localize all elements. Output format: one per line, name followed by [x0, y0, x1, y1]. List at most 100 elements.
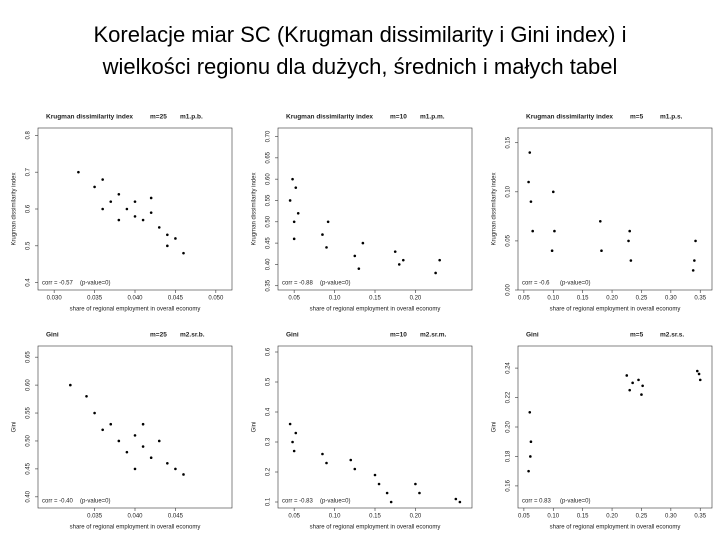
point	[93, 185, 96, 189]
chart-code: m2.sr.b.	[180, 332, 205, 339]
point	[434, 271, 437, 275]
chart-subtitle: m=25	[150, 332, 167, 339]
y-tick-label: 0.4	[26, 278, 32, 287]
y-tick-label: 0.18	[506, 450, 512, 462]
y-tick-label: 0.5	[266, 377, 272, 386]
point	[292, 449, 296, 453]
x-tick-label: 0.15	[577, 514, 589, 520]
point	[693, 259, 696, 262]
y-tick-label: 0.55	[266, 194, 272, 206]
point	[527, 180, 530, 184]
y-tick-label: 0.65	[266, 151, 272, 163]
y-tick-label: 0.45	[26, 462, 32, 474]
x-tick-label: 0.25	[636, 514, 648, 520]
x-tick-label: 0.15	[577, 296, 589, 302]
point	[321, 233, 324, 236]
y-tick-label: 0.5	[26, 241, 32, 250]
x-axis-label: share of regional employment in overall …	[70, 307, 201, 313]
y-tick-label: 0.45	[266, 237, 272, 249]
y-tick-label: 0.35	[266, 279, 272, 291]
plot-frame	[37, 127, 233, 291]
point	[292, 220, 296, 224]
point	[389, 500, 393, 504]
p-value-note: (p-value=0)	[320, 281, 351, 287]
y-tick-label: 0.4	[266, 407, 272, 416]
x-tick-label: 0.25	[636, 296, 648, 302]
x-tick-label: 0.20	[410, 514, 422, 520]
x-tick-label: 0.050	[208, 296, 224, 302]
corr-note: corr = -0.40	[42, 499, 74, 505]
chart-subtitle: m=10	[390, 114, 407, 121]
plot-frame	[517, 127, 713, 291]
point	[141, 445, 145, 448]
point	[438, 258, 441, 262]
y-axis-label: Gini	[12, 422, 18, 433]
point	[133, 467, 137, 471]
p-value-note: (p-value=0)	[320, 499, 351, 505]
point	[628, 229, 631, 233]
x-axis-label: share of regional employment in overall …	[550, 307, 681, 313]
point	[291, 440, 294, 444]
point	[182, 473, 185, 476]
point	[157, 439, 161, 443]
y-tick-label: 0.50	[26, 434, 32, 446]
point	[141, 218, 145, 222]
chart-code: m1.p.s.	[660, 114, 683, 121]
slide-title: Korelacje miar SC (Krugman dissimilarity…	[93, 22, 627, 47]
chart-subtitle: m=5	[630, 332, 644, 339]
point	[361, 241, 365, 245]
point	[141, 422, 145, 426]
chart-code: m2.sr.s.	[660, 332, 684, 339]
x-axis-label: share of regional employment in overall …	[310, 307, 441, 313]
x-tick-label: 0.35	[694, 514, 706, 520]
chart-panel: Krugman dissimilarity index m=10 m1.p.m. 0.…	[252, 114, 473, 313]
y-tick-label: 0.15	[506, 136, 512, 148]
chart-subtitle: m=25	[150, 114, 167, 121]
y-tick-label: 0.60	[266, 173, 272, 185]
y-tick-label: 0.24	[506, 362, 512, 374]
y-tick-label: 0.7	[26, 167, 32, 176]
point	[697, 372, 701, 376]
point	[599, 219, 602, 223]
point	[101, 428, 104, 432]
y-axis-label: Gini	[252, 422, 258, 433]
point	[641, 384, 644, 388]
point	[294, 186, 298, 189]
y-tick-label: 0.3	[266, 437, 272, 446]
point	[696, 369, 699, 373]
point	[353, 254, 357, 258]
x-axis-label: share of regional employment in overall …	[70, 525, 201, 531]
point	[698, 378, 702, 382]
x-tick-label: 0.10	[547, 296, 559, 302]
point	[631, 381, 634, 385]
x-tick-label: 0.05	[518, 514, 530, 520]
y-tick-label: 0.6	[26, 204, 32, 213]
point	[357, 267, 361, 270]
point	[529, 455, 532, 458]
point	[377, 482, 381, 486]
point	[117, 439, 121, 443]
point	[85, 394, 88, 398]
chart-title: Gini	[286, 332, 299, 339]
chart-subtitle: m=5	[630, 114, 644, 121]
point	[627, 239, 630, 243]
y-tick-label: 0.70	[266, 130, 272, 142]
point	[166, 462, 169, 465]
point	[694, 239, 697, 243]
point	[418, 491, 421, 495]
y-axis-label: Krugman dissimilarity index	[492, 172, 498, 245]
point	[393, 250, 397, 253]
y-tick-label: 0.60	[26, 379, 32, 391]
point	[101, 178, 104, 181]
p-value-note: (p-value=0)	[560, 499, 591, 505]
point	[149, 456, 153, 460]
corr-note: corr = -0.83	[282, 499, 314, 505]
x-tick-label: 0.20	[410, 296, 422, 302]
point	[291, 177, 294, 181]
y-tick-label: 0.10	[506, 185, 512, 197]
point	[149, 211, 153, 214]
x-tick-label: 0.35	[694, 296, 706, 302]
corr-note: corr = 0.83	[522, 499, 552, 505]
x-tick-label: 0.30	[665, 296, 677, 302]
point	[401, 258, 405, 262]
